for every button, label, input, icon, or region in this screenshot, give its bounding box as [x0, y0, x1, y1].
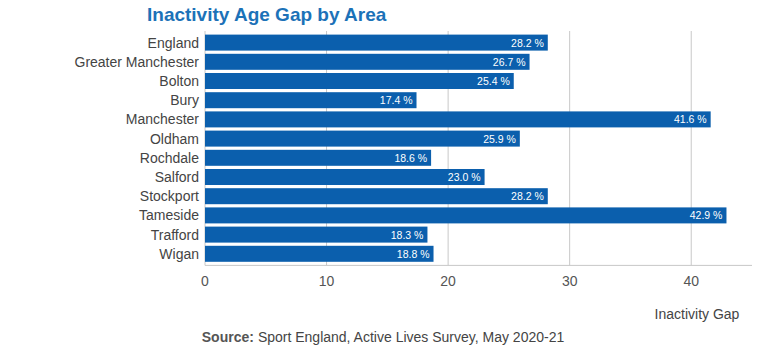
data-label: 23.0 % [448, 171, 481, 183]
tick-label: 30 [562, 273, 578, 289]
x-axis-title: Inactivity Gap [655, 306, 740, 322]
bar [205, 92, 417, 108]
page: {"chart_data": {"type": "bar", "orientat… [0, 0, 760, 351]
data-label: 28.2 % [511, 37, 544, 49]
source: Source:Sport England, Active Lives Surve… [202, 329, 565, 345]
data-label: 17.4 % [380, 94, 413, 106]
data-label: 18.3 % [391, 229, 424, 241]
category-label: Tameside [139, 207, 199, 223]
tick-label: 40 [683, 273, 699, 289]
bar [205, 73, 514, 89]
category-label: Stockport [140, 188, 199, 204]
data-label: 25.9 % [483, 133, 516, 145]
bar [205, 150, 431, 166]
data-label: 18.8 % [397, 248, 430, 260]
grid-line [691, 31, 692, 265]
tick-label: 20 [440, 273, 456, 289]
data-label: 26.7 % [493, 56, 526, 68]
category-label: Bury [170, 92, 199, 108]
category-label: Greater Manchester [75, 54, 200, 70]
bar [205, 54, 530, 70]
chart-title: Inactivity Age Gap by Area [147, 4, 387, 25]
bar [205, 131, 520, 147]
category-label: Oldham [150, 131, 199, 147]
labels: England 28.2 % Greater Manchester 26.7 % Bol… [75, 35, 723, 262]
bar [205, 169, 485, 185]
tick-label: 10 [319, 273, 335, 289]
chart-svg: Inactivity Age Gap by Area 0 10 20 30 40 Engla… [0, 0, 760, 351]
bar [205, 227, 427, 243]
source-label: Source: [202, 329, 254, 345]
category-label: Rochdale [140, 150, 199, 166]
grid [205, 31, 691, 265]
category-label: Trafford [151, 227, 199, 243]
tick-label: 0 [201, 273, 209, 289]
bar [205, 207, 726, 223]
x-axis-line [205, 265, 752, 266]
data-label: 18.6 % [394, 152, 427, 164]
category-label: Manchester [126, 111, 199, 127]
bar [205, 35, 548, 51]
category-label: Salford [155, 169, 199, 185]
data-label: 41.6 % [674, 113, 707, 125]
data-label: 28.2 % [511, 190, 544, 202]
category-label: Wigan [159, 246, 199, 262]
source-text: Sport England, Active Lives Survey, May … [258, 329, 565, 345]
grid-line [569, 31, 570, 265]
data-label: 42.9 % [690, 209, 723, 221]
data-label: 25.4 % [477, 75, 510, 87]
bar [205, 188, 548, 204]
bar [205, 111, 711, 127]
category-label: Bolton [159, 73, 199, 89]
chart-container: Inactivity Age Gap by Area 0 10 20 30 40 Engla… [0, 0, 760, 351]
bars [205, 35, 726, 262]
bar [205, 246, 434, 262]
category-label: England [148, 35, 199, 51]
